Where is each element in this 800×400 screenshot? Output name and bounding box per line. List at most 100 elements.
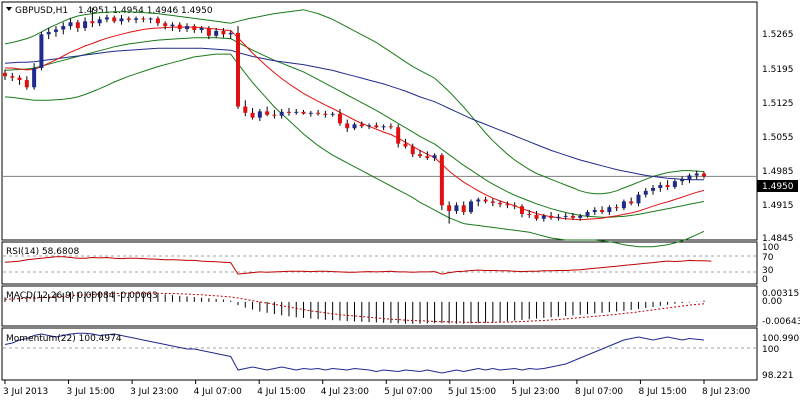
bull-candle — [592, 210, 597, 213]
bear-candle — [519, 206, 524, 214]
bear-candle — [345, 123, 350, 129]
bear-candle — [286, 111, 291, 113]
rsi-panel-frame — [1, 241, 758, 285]
momentum-tick-label: 100.9907 — [762, 334, 800, 344]
bear-candle — [3, 72, 7, 77]
time-tick-label: 3 Jul 2013 — [3, 387, 48, 397]
bull-candle — [432, 155, 437, 159]
current-price-box — [757, 180, 798, 192]
bull-candle — [563, 215, 568, 217]
bear-candle — [483, 199, 488, 202]
bull-candle — [621, 201, 626, 209]
bull-candle — [228, 32, 233, 35]
macd-histogram — [4, 291, 705, 324]
time-tick-label: 4 Jul 15:00 — [257, 387, 306, 397]
bull-candle — [694, 173, 699, 176]
bull-candle — [687, 175, 692, 180]
dropdown-triangle-icon[interactable] — [6, 7, 12, 11]
time-tick-label: 3 Jul 23:00 — [130, 387, 179, 397]
bear-candle — [702, 173, 706, 177]
rsi-title: RSI(14) 58.6808 — [6, 247, 79, 257]
bear-candle — [374, 125, 379, 128]
bear-candle — [323, 113, 328, 115]
bear-candle — [447, 205, 452, 212]
macd-tick-label: -0.00643 — [762, 317, 800, 327]
time-tick-label: 8 Jul 15:00 — [638, 387, 687, 397]
bull-candle — [32, 68, 37, 88]
bear-candle — [359, 124, 364, 127]
momentum-line — [4, 332, 705, 374]
bear-candle — [629, 201, 634, 204]
bear-candle — [570, 215, 575, 218]
bollinger-lower-line — [4, 53, 705, 248]
bull-candle — [680, 179, 685, 182]
rsi-tick-label: 70 — [762, 253, 774, 263]
bull-candle — [294, 111, 299, 113]
slow-ma-line — [4, 47, 704, 181]
candles — [3, 7, 706, 224]
rsi-series-line — [4, 256, 712, 275]
price-tick-label: 1.4915 — [762, 201, 794, 211]
bull-candle — [257, 111, 262, 118]
price-panel-frame — [1, 1, 758, 241]
bear-candle — [126, 18, 131, 20]
symbol-timeframe-label: GBPUSD,H1 — [15, 6, 68, 16]
bear-candle — [461, 205, 466, 213]
bull-candle — [330, 113, 335, 115]
bull-candle — [61, 26, 66, 30]
bull-candle — [46, 31, 51, 35]
bull-candle — [308, 112, 313, 114]
bull-candle — [97, 19, 102, 24]
bull-candle — [170, 24, 175, 27]
bear-candle — [272, 114, 277, 116]
ohlc-label: 1.4951 1.4954 1.4946 1.4950 — [78, 6, 213, 16]
macd-signal-line — [4, 292, 705, 323]
bull-candle — [556, 216, 561, 218]
bear-candle — [316, 112, 321, 114]
bear-candle — [425, 156, 430, 159]
bear-candle — [498, 202, 503, 205]
macd-signal-series-line — [4, 292, 705, 323]
bull-candle — [185, 26, 190, 30]
bull-candle — [104, 17, 109, 20]
bull-candle — [119, 18, 124, 22]
bear-candle — [396, 127, 401, 144]
rsi-line — [4, 256, 712, 275]
time-tick-label: 5 Jul 23:00 — [511, 387, 560, 397]
bear-candle — [75, 22, 80, 29]
current-price-label: 1.4950 — [762, 182, 794, 192]
time-tick-label: 3 Jul 15:00 — [67, 387, 116, 397]
fast-ma-line — [5, 26, 705, 221]
bull-candle — [636, 194, 641, 204]
time-tick-label: 5 Jul 15:00 — [448, 387, 497, 397]
bear-candle — [614, 207, 619, 209]
bear-candle — [155, 18, 160, 24]
macd-title: MACD(12,26,9) 0.00084 -0.00063 — [6, 291, 158, 301]
bull-candle — [367, 125, 372, 127]
time-tick-label: 4 Jul 23:00 — [321, 387, 370, 397]
momentum-series-line — [4, 332, 705, 374]
bear-candle — [337, 113, 342, 124]
bear-candle — [505, 204, 510, 206]
bear-candle — [10, 76, 15, 78]
rsi-tick-label: 30 — [762, 266, 774, 276]
bear-candle — [534, 214, 539, 219]
bull-candle — [39, 34, 44, 69]
bull-candle — [643, 190, 648, 195]
macd-tick-label: 0.00 — [762, 297, 782, 307]
bear-candle — [24, 80, 29, 88]
bull-candle — [53, 29, 58, 32]
bear-candle — [250, 112, 255, 118]
bear-candle — [90, 21, 95, 24]
time-tick-label: 4 Jul 07:00 — [194, 387, 243, 397]
moving-averages — [4, 26, 705, 221]
bull-candle — [83, 21, 88, 29]
bear-candle — [527, 213, 532, 215]
bull-candle — [279, 111, 284, 116]
time-tick-label: 8 Jul 23:00 — [702, 387, 751, 397]
bull-candle — [469, 201, 473, 213]
bear-candle — [163, 23, 168, 27]
bull-candle — [214, 30, 219, 36]
bear-candle — [141, 18, 146, 20]
